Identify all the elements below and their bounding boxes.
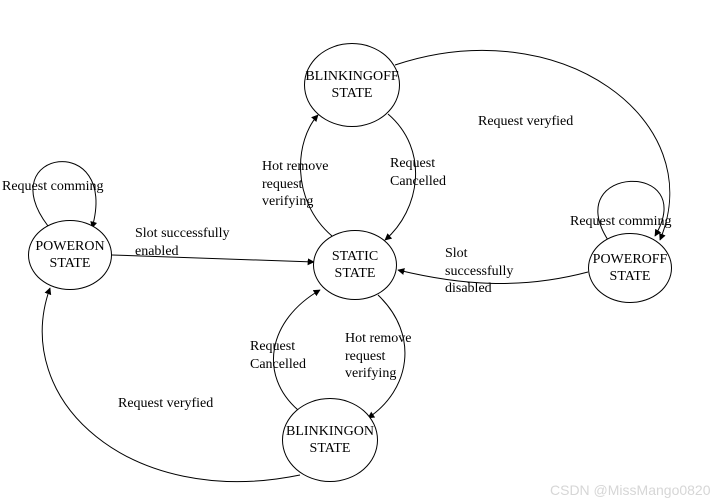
node-poweroff: POWEROFF STATE (588, 233, 672, 303)
label-static-to-bon: Hot remove request verifying (345, 330, 411, 383)
label-bon-to-static: Request Cancelled (250, 338, 306, 373)
label-poweroff-self: Request comming (570, 213, 672, 231)
node-poweron: POWERON STATE (28, 220, 112, 290)
label-boff-to-poweroff: Request veryfied (478, 113, 573, 131)
watermark-text: CSDN @MissMango0820 (550, 482, 711, 498)
edge-blinkingoff-to-poweroff (395, 50, 670, 240)
edge-blinkingon-to-poweron (42, 288, 300, 482)
label-boff-to-static: Request Cancelled (390, 155, 446, 190)
label-poweron-self: Request comming (2, 178, 104, 196)
node-blinkingon: BLINKINGON STATE (282, 398, 378, 482)
label-bon-to-poweron: Request veryfied (118, 395, 213, 413)
label-static-to-boff: Hot remove request verifying (262, 158, 328, 211)
edge-poweroff-self (598, 181, 664, 240)
label-static-to-poweron: Slot successfully enabled (135, 225, 230, 260)
node-static: STATIC STATE (313, 230, 397, 300)
label-poweroff-to-static: Slot successfully disabled (445, 245, 513, 298)
node-blinkingoff: BLINKINGOFF STATE (304, 43, 400, 127)
